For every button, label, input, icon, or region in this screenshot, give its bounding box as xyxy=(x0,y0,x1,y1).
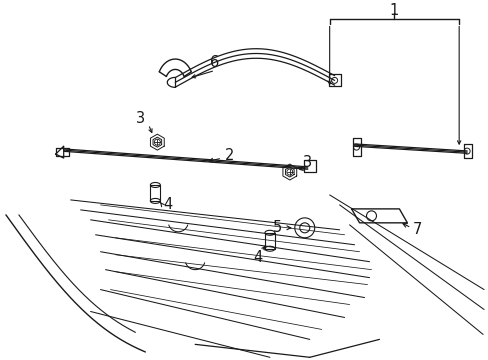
Text: 7: 7 xyxy=(412,222,421,237)
Text: 3: 3 xyxy=(136,111,144,126)
Text: 6: 6 xyxy=(210,55,219,70)
Text: 2: 2 xyxy=(225,148,234,163)
Text: 1: 1 xyxy=(389,3,398,18)
Text: 4: 4 xyxy=(163,197,173,212)
Text: 3: 3 xyxy=(303,154,312,170)
Text: 4: 4 xyxy=(253,250,262,265)
Text: 5: 5 xyxy=(272,220,281,235)
